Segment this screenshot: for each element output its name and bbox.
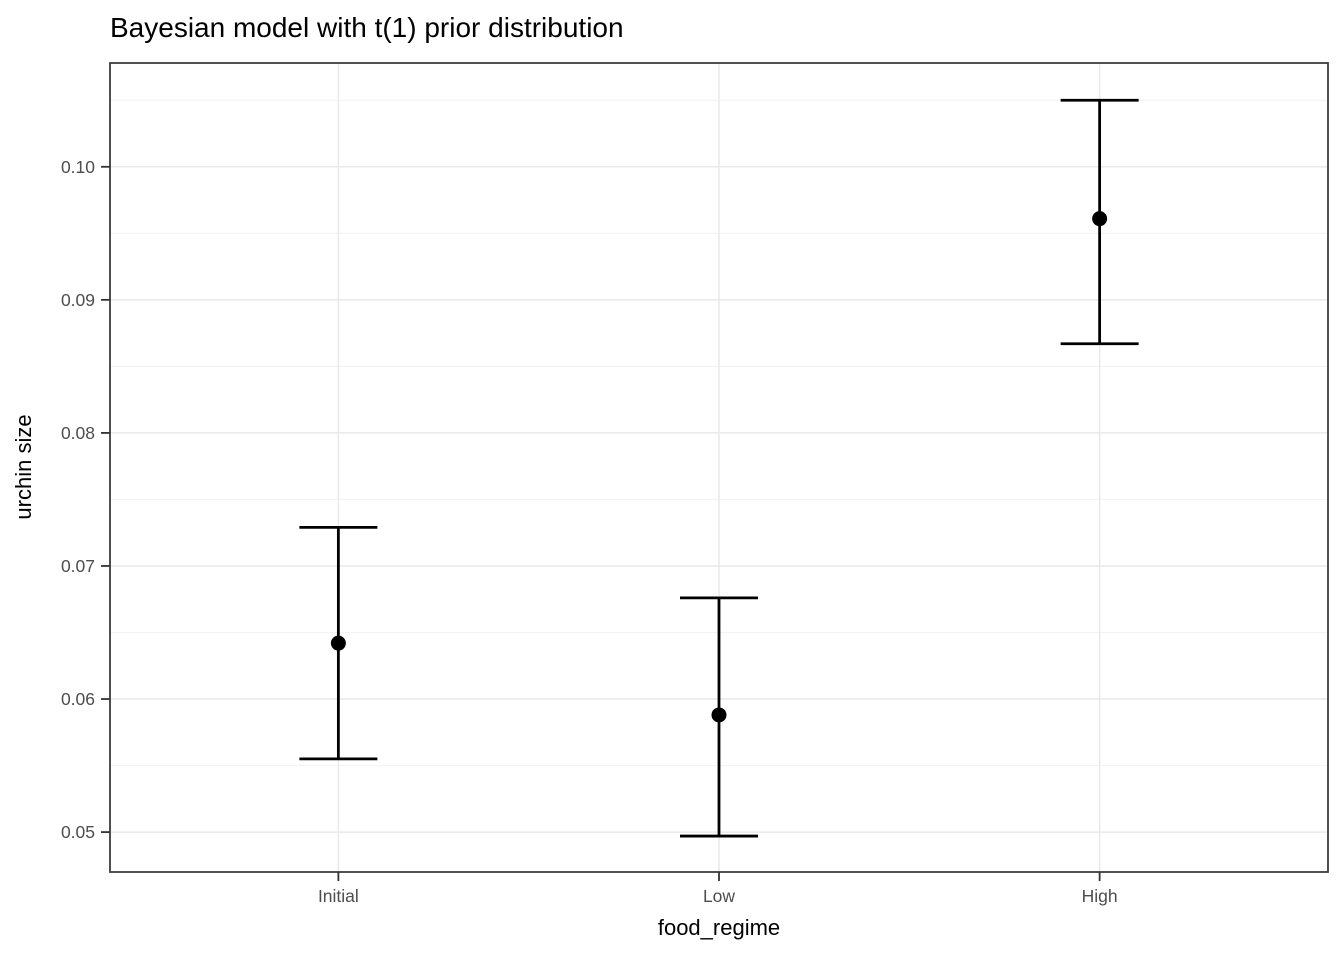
y-axis-tick-label: 0.06 [61, 689, 95, 709]
y-axis-tick-label: 0.10 [61, 157, 95, 177]
x-axis-tick-label: Initial [318, 886, 359, 906]
y-axis-tick-label: 0.09 [61, 290, 95, 310]
chart-title: Bayesian model with t(1) prior distribut… [110, 12, 624, 43]
point-estimate-initial [330, 635, 346, 651]
x-axis-tick-label: High [1082, 886, 1118, 906]
y-axis-tick-label: 0.07 [61, 556, 95, 576]
y-axis-tick-label: 0.08 [61, 423, 95, 443]
point-estimate-low [711, 707, 727, 723]
point-estimate-high [1092, 211, 1108, 227]
x-axis-title: food_regime [657, 915, 781, 940]
x-axis-tick-label: Low [703, 886, 735, 906]
y-axis-tick-label: 0.05 [61, 822, 95, 842]
